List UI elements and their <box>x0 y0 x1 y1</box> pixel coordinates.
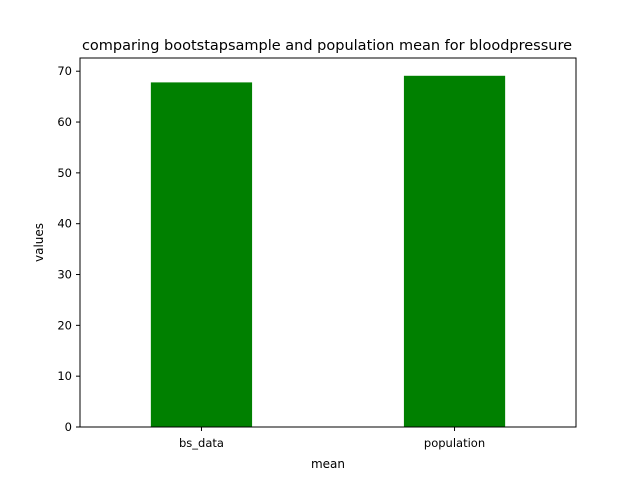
axes-frame <box>79 57 577 428</box>
y-tick-label: 60 <box>57 115 72 129</box>
x-axis: bs_data population <box>179 427 485 450</box>
x-tick-label: population <box>424 436 485 450</box>
y-tick-label: 20 <box>57 318 72 332</box>
x-axis-label: mean <box>311 457 345 471</box>
x-tick-label: bs_data <box>179 436 224 450</box>
y-tick-label: 0 <box>65 420 72 434</box>
y-tick-label: 70 <box>57 64 72 78</box>
chart-title: comparing bootstapsample and population … <box>82 38 572 54</box>
bar-bs-data <box>150 82 253 427</box>
plot-area: 0 10 20 30 40 50 60 70 bs_data population <box>57 57 577 450</box>
y-tick-label: 30 <box>57 268 72 282</box>
y-tick-label: 50 <box>57 166 72 180</box>
y-tick-label: 10 <box>57 369 72 383</box>
y-axis-label: values <box>32 223 46 262</box>
bars-group <box>150 75 506 428</box>
bar-population <box>403 75 506 428</box>
y-tick-label: 40 <box>57 217 72 231</box>
y-axis: 0 10 20 30 40 50 60 70 <box>57 64 80 434</box>
